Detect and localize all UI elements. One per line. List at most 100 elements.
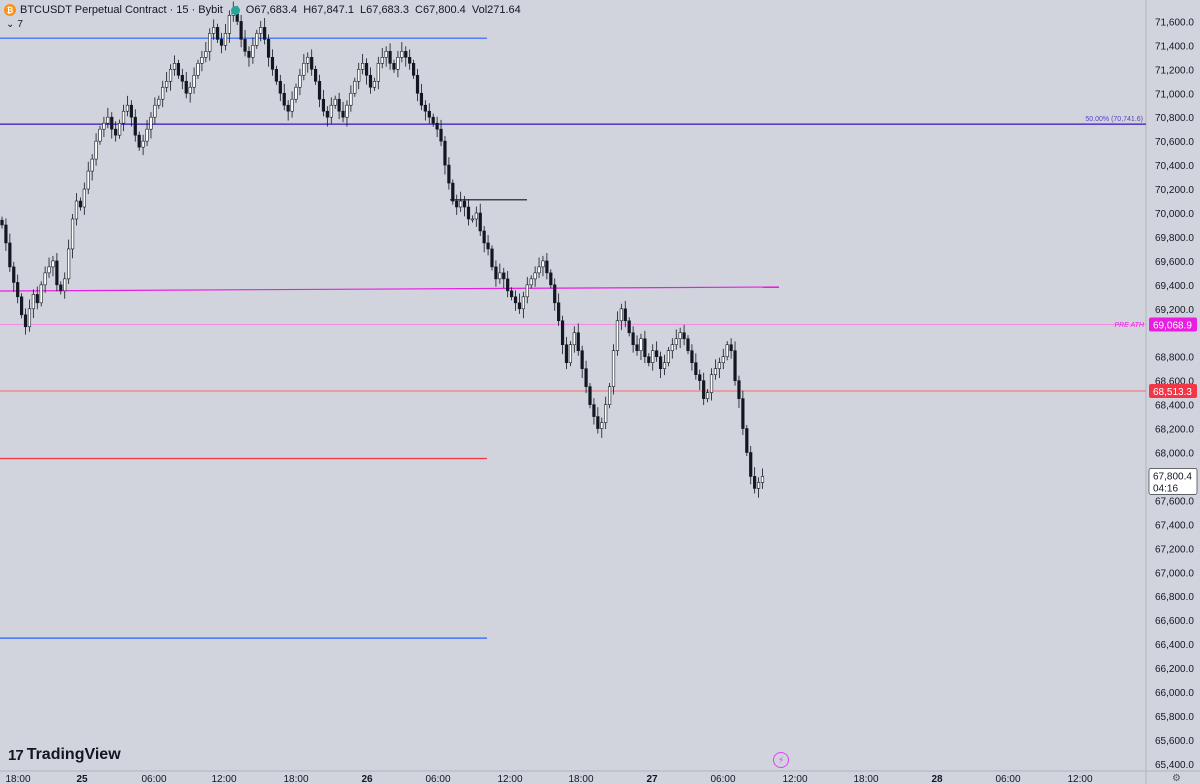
candle[interactable] <box>709 374 714 393</box>
flash-icon[interactable]: ⚡ <box>773 752 789 768</box>
candle[interactable] <box>435 122 439 130</box>
candle[interactable] <box>247 51 251 58</box>
candle[interactable] <box>525 284 529 298</box>
candle[interactable] <box>82 188 86 208</box>
candle[interactable] <box>694 362 698 375</box>
candle[interactable] <box>176 63 181 76</box>
candle[interactable] <box>474 212 478 220</box>
candle[interactable] <box>337 98 341 112</box>
candle[interactable] <box>392 63 396 70</box>
candle[interactable] <box>329 104 333 118</box>
candle[interactable] <box>541 260 545 268</box>
candle[interactable] <box>286 104 290 112</box>
candle[interactable] <box>619 308 623 322</box>
candle[interactable] <box>251 45 255 58</box>
candle[interactable] <box>239 21 243 40</box>
candle[interactable] <box>133 116 137 136</box>
candle[interactable] <box>313 69 318 82</box>
candle[interactable] <box>86 170 90 190</box>
candle[interactable] <box>368 74 373 88</box>
candle[interactable] <box>259 27 263 34</box>
candle[interactable] <box>204 51 208 58</box>
candle[interactable] <box>208 33 212 52</box>
trend-line[interactable] <box>0 286 780 292</box>
candle[interactable] <box>270 57 275 70</box>
candle[interactable] <box>537 266 541 274</box>
candle[interactable] <box>121 110 126 124</box>
candle[interactable] <box>705 392 710 399</box>
candle[interactable] <box>721 356 725 363</box>
candle[interactable] <box>411 63 416 76</box>
candle[interactable] <box>341 110 345 118</box>
candle[interactable] <box>568 344 572 363</box>
candle[interactable] <box>165 80 169 88</box>
candle[interactable] <box>31 294 35 310</box>
candle[interactable] <box>439 128 443 142</box>
candle[interactable] <box>419 92 424 106</box>
candle[interactable] <box>94 140 98 160</box>
candle[interactable] <box>35 294 39 304</box>
candle[interactable] <box>509 290 514 298</box>
candle[interactable] <box>129 104 133 118</box>
candle[interactable] <box>372 80 377 88</box>
candle[interactable] <box>674 338 678 346</box>
candle[interactable] <box>0 219 4 226</box>
candle[interactable] <box>106 116 110 124</box>
candle[interactable] <box>137 134 141 148</box>
candle[interactable] <box>482 230 486 244</box>
candle[interactable] <box>564 344 569 363</box>
candle[interactable] <box>118 122 122 136</box>
candle[interactable] <box>462 200 467 208</box>
candle[interactable] <box>55 260 59 286</box>
candle[interactable] <box>153 104 157 118</box>
candle[interactable] <box>161 86 165 100</box>
candle[interactable] <box>196 63 200 76</box>
candle[interactable] <box>529 278 533 286</box>
candle[interactable] <box>506 278 510 292</box>
candle[interactable] <box>470 218 475 221</box>
candle[interactable] <box>651 350 655 363</box>
candle[interactable] <box>545 260 549 274</box>
candle[interactable] <box>733 350 737 381</box>
candle[interactable] <box>643 338 647 357</box>
candle[interactable] <box>451 182 455 202</box>
candle[interactable] <box>655 350 659 357</box>
candle[interactable] <box>219 39 224 46</box>
candle[interactable] <box>729 344 733 352</box>
candle[interactable] <box>658 356 663 369</box>
candle[interactable] <box>611 350 616 387</box>
candle[interactable] <box>23 314 28 328</box>
candle[interactable] <box>756 482 761 489</box>
tradingview-logo[interactable]: 17 TradingView <box>8 746 121 764</box>
candle[interactable] <box>19 296 24 316</box>
candle[interactable] <box>180 74 184 82</box>
candle[interactable] <box>388 51 392 64</box>
candle[interactable] <box>639 338 643 352</box>
candle[interactable] <box>78 200 82 208</box>
candle[interactable] <box>63 278 67 292</box>
candle[interactable] <box>243 39 247 52</box>
candle[interactable] <box>576 332 580 352</box>
candle[interactable] <box>737 380 741 399</box>
candle[interactable] <box>70 218 75 250</box>
candle[interactable] <box>168 69 173 82</box>
candle[interactable] <box>102 122 106 130</box>
candle[interactable] <box>486 242 490 250</box>
candle[interactable] <box>353 80 357 94</box>
candle[interactable] <box>455 200 459 208</box>
candle[interactable] <box>212 27 216 34</box>
candle[interactable] <box>376 63 380 82</box>
candle[interactable] <box>8 242 12 268</box>
candle[interactable] <box>588 386 592 405</box>
candle[interactable] <box>223 33 228 46</box>
candle[interactable] <box>513 296 518 304</box>
candle[interactable] <box>310 57 314 70</box>
candle[interactable] <box>494 266 498 280</box>
candle[interactable] <box>553 284 557 304</box>
candle[interactable] <box>466 206 471 220</box>
candle[interactable] <box>623 308 627 322</box>
candle[interactable] <box>27 308 32 328</box>
candle[interactable] <box>227 15 231 34</box>
candle[interactable] <box>274 69 279 82</box>
